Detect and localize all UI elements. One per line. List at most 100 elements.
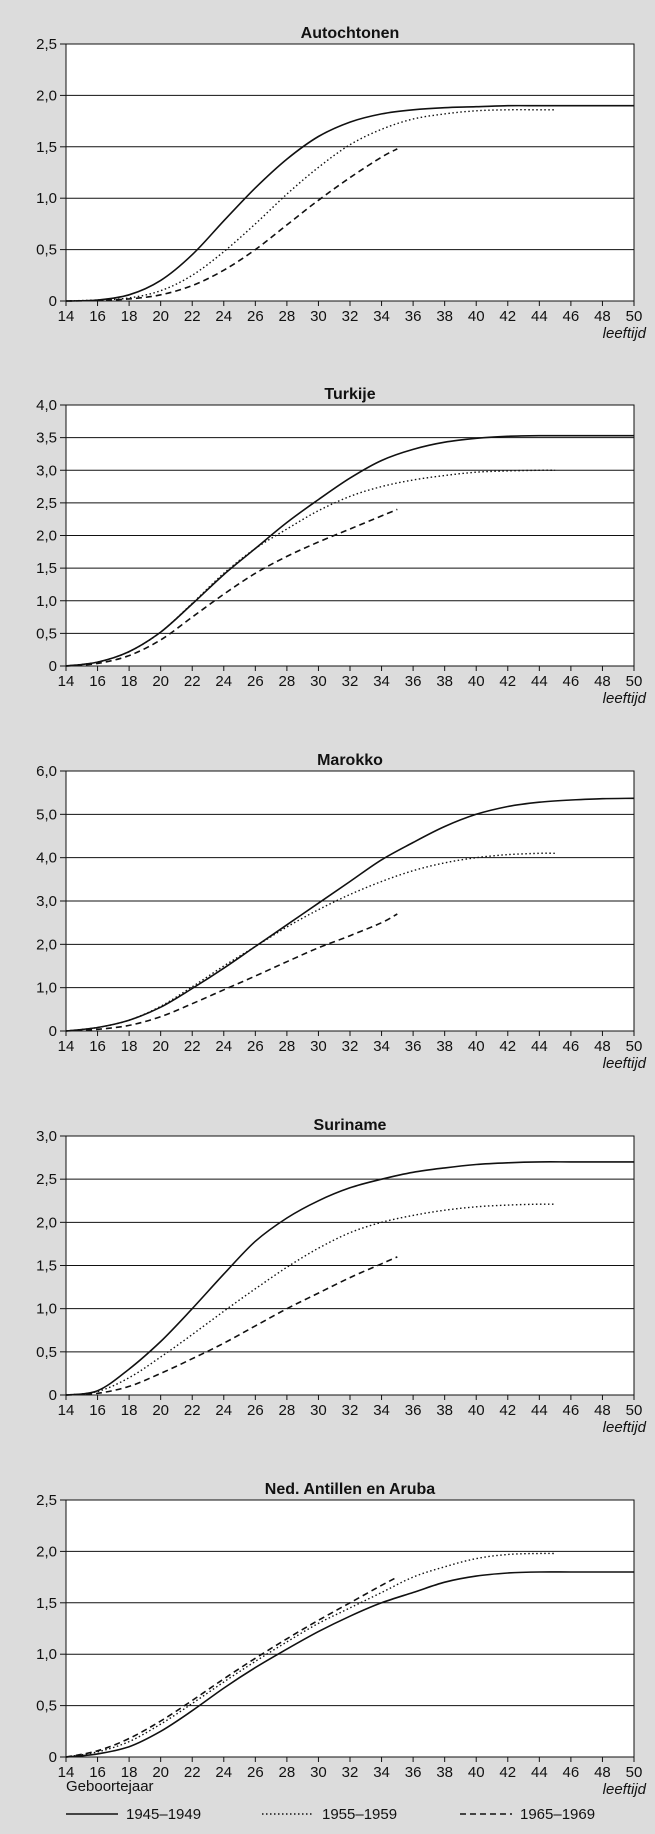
- series-line-dashed: [65, 508, 398, 667]
- x-axis-label: leeftijd: [603, 1055, 647, 1072]
- x-tick-label: 50: [626, 308, 643, 325]
- x-tick-label: 36: [405, 673, 422, 690]
- y-tick-label: 1,0: [36, 980, 57, 997]
- y-tick-label: 0,5: [36, 1344, 57, 1361]
- y-tick-label: 3,0: [36, 893, 57, 910]
- x-tick-label: 28: [279, 673, 296, 690]
- y-tick-label: 0: [49, 658, 57, 675]
- series-line-dotted: [65, 852, 556, 1032]
- y-tick-label: 6,0: [36, 763, 57, 780]
- chart-title: Ned. Antillen en Aruba: [265, 1481, 435, 1498]
- legend-title: Geboortejaar: [66, 1778, 154, 1795]
- x-tick-label: 30: [310, 1038, 327, 1055]
- x-tick-label: 26: [247, 1764, 264, 1781]
- x-tick-label: 26: [247, 1402, 264, 1419]
- plot-area: [66, 44, 634, 301]
- y-tick-label: 0: [49, 1749, 57, 1766]
- x-tick-label: 34: [373, 308, 390, 325]
- x-tick-label: 48: [594, 673, 611, 690]
- x-axis-label: leeftijd: [603, 690, 647, 707]
- x-tick-label: 42: [499, 308, 516, 325]
- x-tick-label: 22: [184, 1038, 201, 1055]
- x-tick-label: 14: [58, 1038, 75, 1055]
- plot-border: [65, 770, 635, 1032]
- x-tick-label: 48: [594, 308, 611, 325]
- y-tick-label: 0,5: [36, 1698, 57, 1715]
- y-tick-label: 3,0: [36, 462, 57, 479]
- x-tick-label: 28: [279, 1038, 296, 1055]
- y-tick-label: 2,5: [36, 36, 57, 53]
- x-tick-label: 46: [563, 1038, 580, 1055]
- y-tick-label: 2,0: [36, 87, 57, 104]
- y-tick-label: 2,0: [36, 1214, 57, 1231]
- x-tick-label: 20: [152, 308, 169, 325]
- x-tick-label: 38: [436, 1038, 453, 1055]
- x-tick-label: 32: [342, 308, 359, 325]
- x-tick-label: 46: [563, 673, 580, 690]
- y-tick-label: 4,0: [36, 397, 57, 414]
- x-axis-label: leeftijd: [603, 1781, 647, 1798]
- x-tick-label: 14: [58, 673, 75, 690]
- x-tick-label: 14: [58, 1764, 75, 1781]
- x-tick-label: 22: [184, 308, 201, 325]
- series-line-solid: [65, 104, 634, 302]
- x-tick-label: 42: [499, 1764, 516, 1781]
- plot-border: [65, 1135, 635, 1396]
- y-tick-label: 2,5: [36, 495, 57, 512]
- x-tick-label: 46: [563, 1764, 580, 1781]
- y-tick-label: 0: [49, 1023, 57, 1040]
- x-tick-label: 44: [531, 673, 548, 690]
- chart-title: Turkije: [324, 386, 375, 403]
- y-tick-label: 2,0: [36, 936, 57, 953]
- chart-panel: Suriname 0 0,5 1,0 1,5 2,0 2,5 3,0 14 16 18 20 22 24 2…: [36, 1117, 647, 1436]
- x-tick-label: 32: [342, 1402, 359, 1419]
- x-tick-label: 16: [89, 1038, 106, 1055]
- y-tick-label: 2,5: [36, 1492, 57, 1509]
- y-tick-label: 0: [49, 293, 57, 310]
- x-tick-label: 44: [531, 1038, 548, 1055]
- x-tick-label: 18: [121, 1764, 138, 1781]
- x-tick-label: 42: [499, 673, 516, 690]
- x-tick-label: 14: [58, 1402, 75, 1419]
- chart-title: Marokko: [317, 752, 383, 769]
- chart-title: Autochtonen: [301, 25, 400, 42]
- x-tick-label: 28: [279, 1402, 296, 1419]
- y-tick-label: 1,0: [36, 593, 57, 610]
- y-tick-label: 1,0: [36, 1646, 57, 1663]
- series-line-solid: [65, 797, 635, 1032]
- chart-panel: Autochtonen 0 0,5 1,0 1,5 2,0 2,5 14 16 18 20 22 24 2…: [36, 25, 647, 342]
- x-tick-label: 40: [468, 308, 485, 325]
- x-tick-label: 50: [626, 1764, 643, 1781]
- y-tick-label: 0: [49, 1387, 57, 1404]
- chart-title: Suriname: [314, 1117, 387, 1134]
- x-tick-label: 48: [594, 1764, 611, 1781]
- x-tick-label: 20: [152, 673, 169, 690]
- legend-label: 1955–1959: [322, 1806, 397, 1823]
- y-tick-label: 0,5: [36, 242, 57, 259]
- y-tick-label: 0,5: [36, 625, 57, 642]
- x-tick-label: 34: [373, 673, 390, 690]
- x-tick-label: 40: [468, 673, 485, 690]
- y-tick-label: 1,5: [36, 560, 57, 577]
- x-tick-label: 18: [121, 308, 138, 325]
- y-tick-label: 1,5: [36, 139, 57, 156]
- plot-border: [65, 1499, 635, 1758]
- series-line-dashed: [65, 148, 398, 302]
- y-tick-label: 5,0: [36, 806, 57, 823]
- x-tick-label: 24: [215, 673, 232, 690]
- x-tick-label: 30: [310, 673, 327, 690]
- x-tick-label: 22: [184, 1764, 201, 1781]
- series-line-solid: [65, 434, 634, 667]
- x-tick-label: 46: [563, 1402, 580, 1419]
- plot-border: [65, 404, 635, 667]
- y-tick-label: 1,0: [36, 190, 57, 207]
- chart-panel: Ned. Antillen en Aruba 0 0,5 1,0 1,5 2,0 2,5 14…: [36, 1481, 647, 1798]
- x-tick-label: 36: [405, 308, 422, 325]
- y-tick-label: 4,0: [36, 850, 57, 867]
- x-tick-label: 40: [468, 1402, 485, 1419]
- x-tick-label: 18: [121, 1038, 138, 1055]
- legend: Geboortejaar 1945–1949 1955–1959 1965–1969: [66, 1778, 595, 1823]
- x-tick-label: 24: [215, 1038, 232, 1055]
- x-tick-label: 24: [215, 1764, 232, 1781]
- x-tick-label: 24: [215, 308, 232, 325]
